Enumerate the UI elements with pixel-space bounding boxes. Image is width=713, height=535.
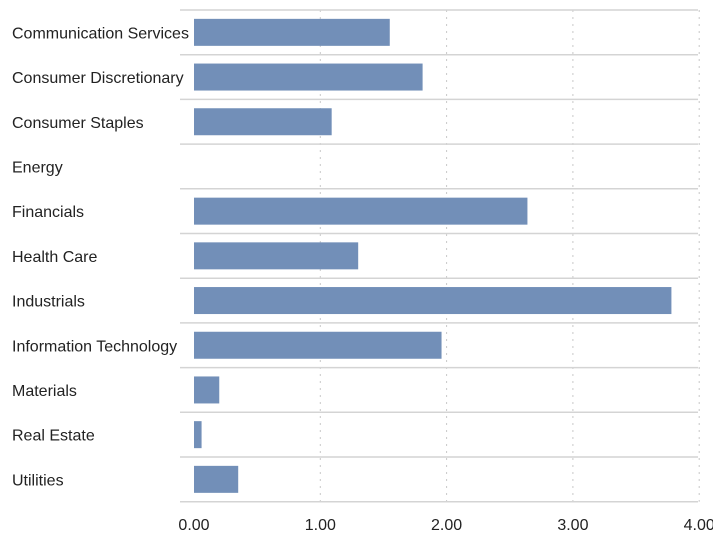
x-tick-label: 2.00	[431, 517, 462, 534]
category-label: Financials	[12, 204, 84, 221]
bar	[194, 465, 239, 493]
category-label: Consumer Staples	[12, 115, 144, 132]
bar	[194, 197, 528, 225]
category-label: Real Estate	[12, 428, 95, 445]
bar	[194, 331, 442, 359]
row-separators	[180, 9, 698, 503]
category-label: Industrials	[12, 294, 85, 311]
bar	[194, 421, 202, 449]
bar	[194, 63, 423, 91]
category-labels: Communication Services Consumer Discretio…	[12, 25, 189, 489]
category-label: Communication Services	[12, 25, 189, 42]
category-label: Health Care	[12, 249, 97, 266]
x-tick-label: 4.00	[684, 517, 713, 534]
x-tick-label: 1.00	[305, 517, 336, 534]
bar	[194, 242, 359, 270]
category-label: Consumer Discretionary	[12, 70, 184, 87]
bar	[194, 18, 390, 46]
x-tick-label: 0.00	[178, 517, 209, 534]
bar	[194, 108, 332, 136]
x-tick-label: 3.00	[557, 517, 588, 534]
bar	[194, 287, 672, 315]
category-label: Utilities	[12, 472, 64, 489]
category-label: Energy	[12, 159, 63, 176]
bar	[194, 376, 220, 404]
category-label: Information Technology	[12, 338, 177, 355]
bars	[194, 18, 672, 493]
x-tick-labels: 0.00 1.00 2.00 3.00 4.00	[178, 517, 713, 534]
category-label: Materials	[12, 383, 77, 400]
